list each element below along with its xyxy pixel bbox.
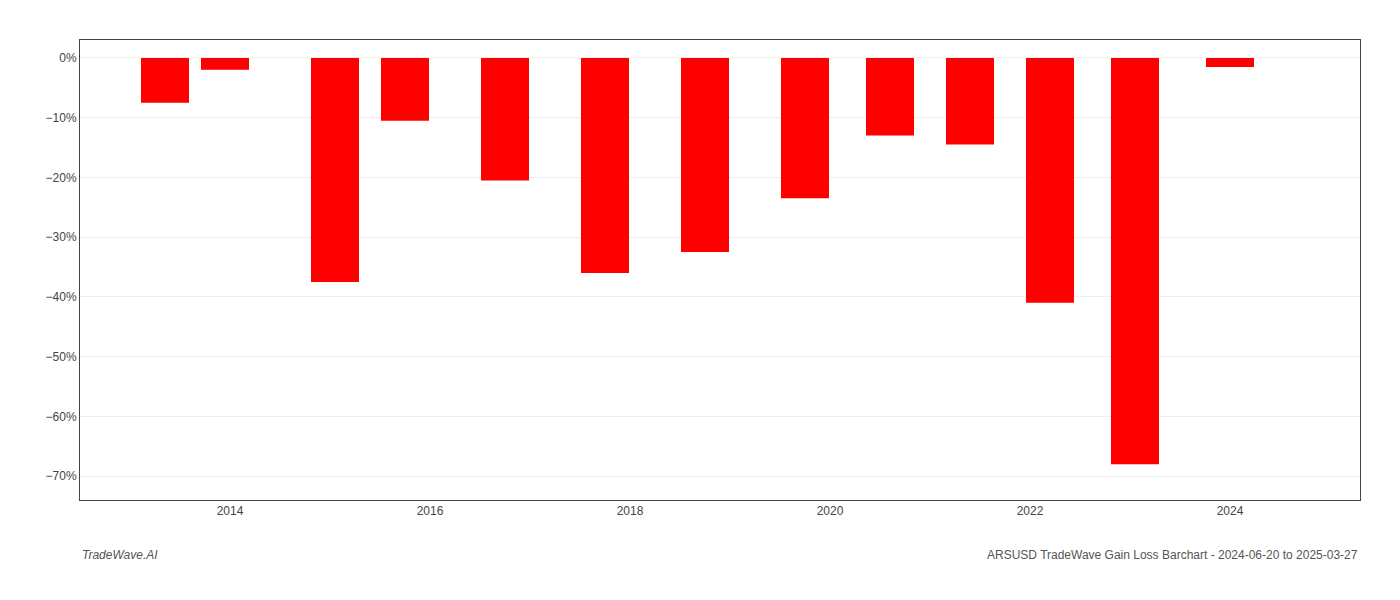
svg-text:−40%: −40% — [46, 290, 77, 304]
svg-text:2018: 2018 — [617, 504, 644, 518]
svg-text:2020: 2020 — [817, 504, 844, 518]
svg-text:2016: 2016 — [417, 504, 444, 518]
svg-text:2024: 2024 — [1217, 504, 1244, 518]
svg-text:−30%: −30% — [46, 230, 77, 244]
svg-text:TradeWave.AI: TradeWave.AI — [82, 548, 158, 562]
svg-text:ARSUSD TradeWave Gain Loss Bar: ARSUSD TradeWave Gain Loss Barchart - 20… — [987, 548, 1358, 562]
svg-text:−20%: −20% — [46, 171, 77, 185]
svg-text:−70%: −70% — [46, 469, 77, 483]
svg-text:2022: 2022 — [1017, 504, 1044, 518]
svg-text:0%: 0% — [59, 51, 77, 65]
svg-text:−50%: −50% — [46, 350, 77, 364]
svg-text:−10%: −10% — [46, 111, 77, 125]
svg-text:2014: 2014 — [217, 504, 244, 518]
svg-text:−60%: −60% — [46, 410, 77, 424]
